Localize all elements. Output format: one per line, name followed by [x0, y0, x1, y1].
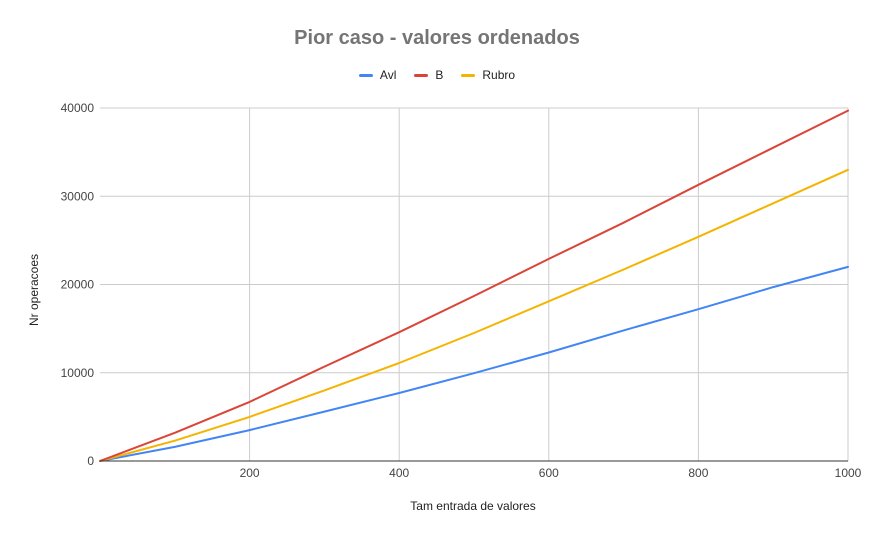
- legend: Avl B Rubro: [0, 68, 874, 82]
- x-tick-label: 400: [389, 466, 409, 480]
- y-tick-label: 0: [87, 454, 94, 468]
- legend-label-b: B: [435, 68, 444, 82]
- y-tick-label: 40000: [61, 101, 95, 115]
- legend-label-avl: Avl: [379, 68, 397, 82]
- x-tick-label: 800: [688, 466, 708, 480]
- chart-title: Pior caso - valores ordenados: [294, 27, 580, 49]
- x-tick-label: 200: [240, 466, 260, 480]
- legend-item-avl[interactable]: Avl: [358, 68, 397, 82]
- legend-label-rubro: Rubro: [482, 68, 516, 82]
- x-tick-label: 1000: [835, 466, 862, 480]
- legend-item-b[interactable]: B: [414, 68, 443, 82]
- x-axis-ticks: 200 400 600 800 1000: [240, 466, 862, 480]
- series-line-b: [99, 109, 849, 462]
- series-lines: [99, 109, 849, 462]
- series-line-avl: [99, 265, 849, 462]
- y-tick-label: 30000: [61, 189, 95, 203]
- legend-item-rubro[interactable]: Rubro: [461, 68, 515, 82]
- x-axis-title: Tam entrada de valores: [410, 499, 535, 513]
- y-tick-label: 20000: [61, 278, 95, 292]
- series-line-rubro: [99, 168, 849, 462]
- y-tick-label: 10000: [61, 366, 95, 380]
- legend-swatch-b: [414, 73, 429, 77]
- x-tick-label: 600: [539, 466, 559, 480]
- legend-swatch-avl: [358, 73, 373, 77]
- y-axis-ticks: 0 10000 20000 30000 40000: [61, 101, 95, 468]
- y-axis-title: Nr operacoes: [27, 254, 41, 326]
- legend-swatch-rubro: [461, 73, 476, 77]
- gridlines: [100, 107, 849, 461]
